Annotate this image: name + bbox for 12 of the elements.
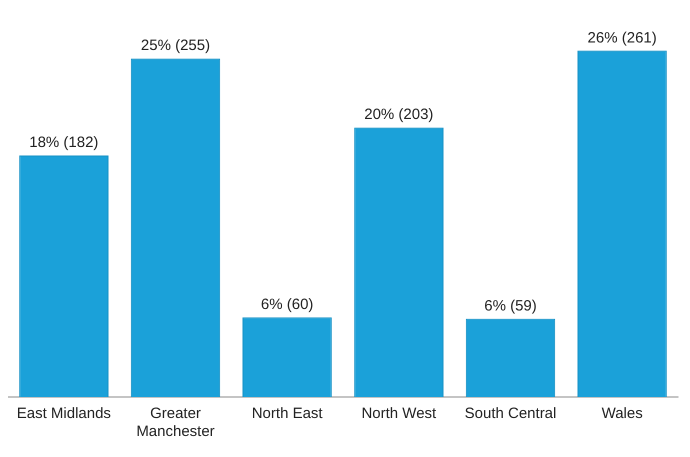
x-tick-label: North East: [252, 405, 324, 422]
x-tick-label: North West: [361, 405, 438, 422]
data-label: 18% (182): [29, 134, 98, 152]
data-label: 6% (59): [484, 297, 537, 314]
data-label: 20% (203): [364, 106, 434, 124]
x-tick-label: Wales: [602, 405, 643, 422]
x-tick-label: South Central: [464, 405, 556, 422]
data-label: 25% (255): [140, 37, 210, 54]
data-label: 26% (261): [588, 29, 657, 46]
x-tick-label: Greater Manchester: [136, 405, 215, 440]
data-label: 6% (60): [260, 296, 314, 314]
x-tick-label: East Midlands: [16, 405, 111, 422]
